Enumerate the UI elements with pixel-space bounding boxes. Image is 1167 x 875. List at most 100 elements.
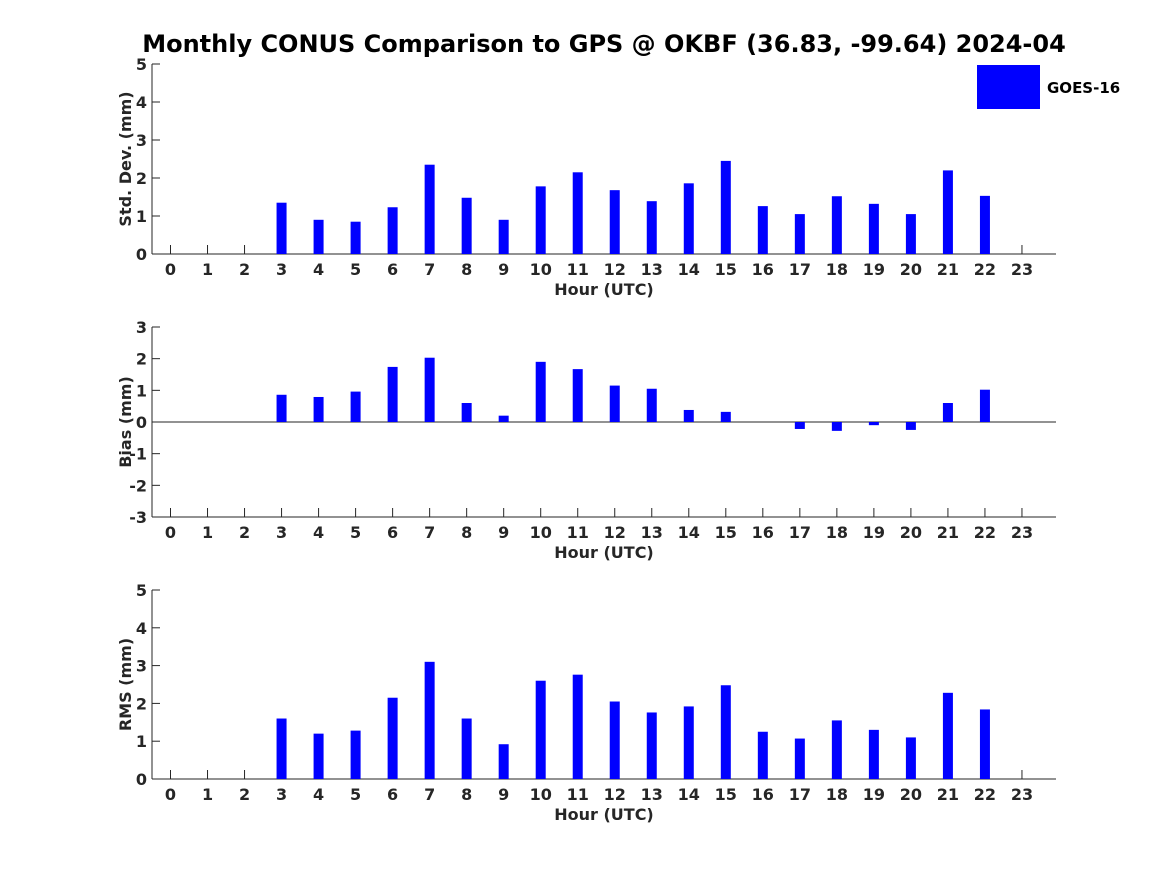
bar-std-hour-11 [572, 172, 583, 254]
y-tick-label: 0 [136, 770, 147, 789]
bar-bias-hour-4 [313, 396, 324, 422]
x-tick-label: 13 [641, 785, 663, 804]
bar-bias-hour-19 [868, 422, 879, 426]
x-tick-label: 12 [604, 523, 626, 542]
y-tick-label: -2 [129, 476, 147, 495]
y-axis-label: Bias (mm) [116, 376, 135, 468]
bar-std-hour-3 [276, 202, 287, 254]
x-axis-label: Hour (UTC) [554, 543, 654, 562]
x-tick-label: 14 [678, 260, 700, 279]
x-tick-label: 20 [900, 523, 922, 542]
x-tick-label: 12 [604, 785, 626, 804]
y-tick-label: -1 [129, 445, 147, 464]
bar-std-hour-17 [794, 214, 805, 254]
x-tick-label: 22 [974, 785, 996, 804]
bar-std-hour-9 [498, 219, 509, 254]
bar-std-hour-14 [683, 183, 694, 254]
x-tick-label: 14 [678, 785, 700, 804]
bar-bias-hour-21 [942, 403, 953, 422]
x-tick-label: 10 [530, 260, 552, 279]
x-tick-label: 9 [498, 785, 509, 804]
bar-bias-hour-5 [350, 391, 361, 422]
x-tick-label: 16 [752, 785, 774, 804]
bar-bias-hour-20 [905, 422, 916, 430]
x-tick-label: 10 [530, 523, 552, 542]
x-tick-label: 3 [276, 785, 287, 804]
bar-bias-hour-17 [794, 422, 805, 429]
bar-rms-hour-9 [498, 744, 509, 779]
x-tick-label: 20 [900, 260, 922, 279]
x-tick-label: 5 [350, 785, 361, 804]
bar-bias-hour-15 [720, 411, 731, 422]
bar-bias-hour-7 [424, 357, 435, 422]
bar-std-hour-10 [535, 186, 546, 254]
y-tick-label: 2 [136, 350, 147, 369]
bar-std-hour-4 [313, 219, 324, 254]
x-tick-label: 19 [863, 785, 885, 804]
legend-swatch [977, 65, 1040, 109]
x-tick-label: 10 [530, 785, 552, 804]
bar-rms-hour-17 [794, 738, 805, 779]
x-tick-label: 18 [826, 785, 848, 804]
x-tick-label: 1 [202, 523, 213, 542]
x-tick-label: 2 [239, 260, 250, 279]
x-tick-label: 18 [826, 260, 848, 279]
bar-bias-hour-18 [831, 422, 842, 431]
x-tick-label: 23 [1011, 260, 1033, 279]
x-axis-label: Hour (UTC) [554, 805, 654, 824]
x-tick-label: 0 [165, 785, 176, 804]
x-tick-label: 4 [313, 523, 324, 542]
x-tick-label: 11 [567, 523, 589, 542]
bar-rms-hour-10 [535, 680, 546, 779]
bar-std-hour-19 [868, 203, 879, 254]
bar-rms-hour-6 [387, 697, 398, 779]
bar-std-hour-8 [461, 197, 472, 254]
bar-rms-hour-5 [350, 730, 361, 779]
bar-std-hour-5 [350, 221, 361, 254]
bar-std-hour-21 [942, 170, 953, 254]
x-tick-label: 4 [313, 260, 324, 279]
x-tick-label: 17 [789, 260, 811, 279]
x-tick-label: 9 [498, 523, 509, 542]
x-tick-label: 13 [641, 523, 663, 542]
x-tick-label: 8 [461, 785, 472, 804]
x-tick-label: 11 [567, 785, 589, 804]
y-tick-label: 3 [136, 657, 147, 676]
bar-bias-hour-6 [387, 366, 398, 422]
x-tick-label: 20 [900, 785, 922, 804]
x-tick-label: 23 [1011, 785, 1033, 804]
x-tick-label: 23 [1011, 523, 1033, 542]
x-tick-label: 21 [937, 260, 959, 279]
y-tick-label: 0 [136, 245, 147, 264]
x-tick-label: 2 [239, 785, 250, 804]
y-tick-label: 5 [136, 581, 147, 600]
legend: GOES-16 [977, 65, 1120, 109]
bar-bias-hour-22 [979, 389, 990, 422]
x-tick-label: 12 [604, 260, 626, 279]
bar-rms-hour-12 [609, 701, 620, 779]
bar-rms-hour-8 [461, 718, 472, 779]
bar-std-hour-6 [387, 207, 398, 254]
x-tick-label: 6 [387, 523, 398, 542]
y-tick-label: 2 [136, 169, 147, 188]
x-tick-label: 17 [789, 523, 811, 542]
x-tick-label: 14 [678, 523, 700, 542]
bar-rms-hour-22 [979, 709, 990, 779]
x-tick-label: 0 [165, 260, 176, 279]
x-tick-label: 17 [789, 785, 811, 804]
bar-rms-hour-7 [424, 661, 435, 779]
bar-bias-hour-10 [535, 361, 546, 422]
bar-bias-hour-14 [683, 409, 694, 422]
bar-bias-hour-9 [498, 415, 509, 422]
x-tick-label: 15 [715, 785, 737, 804]
x-tick-label: 2 [239, 523, 250, 542]
y-tick-label: 4 [136, 93, 147, 112]
x-tick-label: 19 [863, 523, 885, 542]
x-tick-label: 19 [863, 260, 885, 279]
bar-std-hour-20 [905, 214, 916, 254]
x-tick-label: 15 [715, 523, 737, 542]
